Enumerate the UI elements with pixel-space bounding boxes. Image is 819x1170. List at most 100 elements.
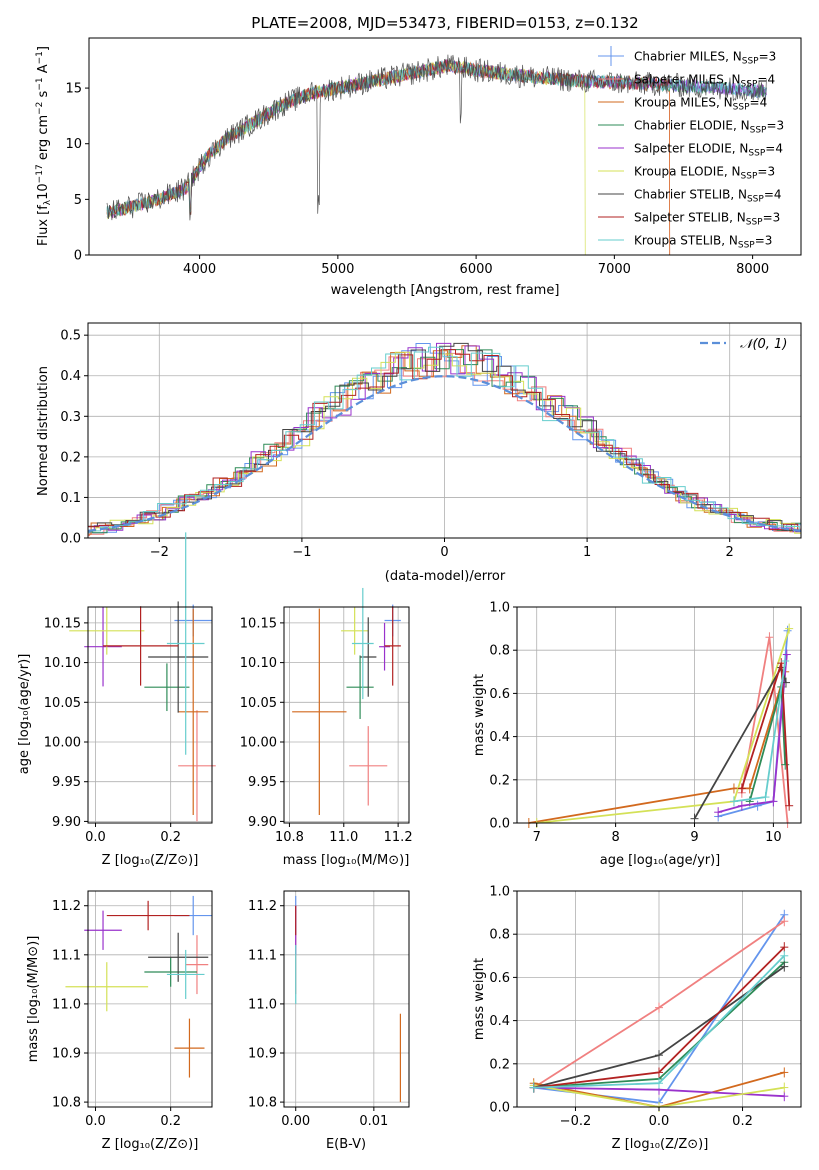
y-tick-label: 11.2	[248, 899, 277, 914]
y-tick-label: 10.00	[44, 736, 81, 751]
series-line-salpeter-elodie	[717, 654, 788, 814]
x-tick-label: 1	[583, 545, 591, 560]
x-tick-label: 7000	[598, 262, 631, 277]
x-tick-label: 8	[611, 830, 619, 845]
x-tick-label: 11.0	[329, 830, 358, 845]
residual-ticks: −2 −1 0 1 2 0.0 0.1 0.2 0.3 0.4 0.5	[60, 329, 734, 560]
legend-label: Kroupa ELODIE, NSSP=3	[634, 165, 775, 182]
axes-frame	[516, 606, 802, 824]
histogram-salpeter-stelib	[88, 349, 801, 531]
x-tick-label: 0.2	[160, 1114, 181, 1129]
x-tick-label: 11.2	[384, 830, 413, 845]
spectrum-panel: PLATE=2008, MJD=53473, FIBERID=0153, z=0…	[35, 14, 802, 298]
y-tick-label: 11.2	[52, 899, 81, 914]
spectrum-series	[106, 54, 767, 255]
y-tick-label: 0.2	[489, 773, 510, 788]
mass-weight-vs-age-xlabel: age [log₁₀(age/yr)]	[600, 853, 721, 868]
y-tick-label: 0.6	[489, 971, 510, 986]
x-tick-label: 9	[690, 830, 698, 845]
x-tick-label: −0.2	[560, 1114, 592, 1129]
x-tick-label: 0.2	[160, 830, 181, 845]
y-tick-label: 0.4	[489, 1014, 510, 1029]
x-tick-label: 0.01	[359, 1114, 388, 1129]
legend-label: Chabrier STELIB, NSSP=4	[634, 188, 782, 205]
y-tick-label: 10	[65, 137, 82, 152]
x-tick-label: 0	[440, 545, 448, 560]
histogram-salpeter-miles	[88, 352, 801, 537]
y-tick-label: 11.0	[248, 997, 277, 1012]
x-tick-label: 2	[726, 545, 734, 560]
x-tick-label: 8000	[736, 262, 769, 277]
histogram-kroupa-elodie	[88, 351, 801, 534]
y-tick-label: 11.0	[52, 997, 81, 1012]
residual-xlabel: (data-model)/error	[385, 569, 506, 584]
mass-weight-vs-z-ylabel: mass weight	[472, 958, 487, 1040]
spectrum-legend: Chabrier MILES, NSSP=3 Salpeter MILES, NS…	[598, 46, 784, 251]
spectrum-xlabel: wavelength [Angstrom, rest frame]	[331, 283, 560, 298]
x-tick-label: 7	[533, 830, 541, 845]
residual-panel: −2 −1 0 1 2 0.0 0.1 0.2 0.3 0.4 0.5 (data-model)/e…	[36, 322, 802, 584]
y-tick-label: 15	[65, 82, 82, 97]
y-tick-label: 10.9	[248, 1047, 277, 1062]
y-tick-label: 0.0	[489, 1101, 510, 1116]
y-tick-label: 10.15	[240, 616, 277, 631]
spectrum-axes-frame	[88, 37, 802, 256]
legend-label: Salpeter ELODIE, NSSP=4	[634, 142, 783, 159]
x-tick-label: 6000	[460, 262, 493, 277]
axes-frame	[283, 890, 410, 1108]
x-tick-label: 0.0	[85, 830, 106, 845]
age-vs-z-panel: 0.0 0.2 9.90 9.95 10.00 10.05 10.10 10.15	[44, 532, 216, 845]
residual-histograms	[88, 342, 801, 537]
spectrum-ticks: 4000 5000 6000 7000 8000 0 5 10 15	[65, 82, 769, 277]
spectrum-line-chabrier-stelib	[106, 54, 767, 221]
mass-weight-vs-z-panel: −0.2 0.0 0.2 0.0 0.2 0.4 0.6 0.8 1.0	[489, 885, 802, 1129]
spectrum-ylabel: Flux [fλ10−17 erg cm−2 s−1 A−1]	[35, 46, 53, 246]
axes-frame	[87, 890, 213, 1108]
y-tick-label: 0.0	[489, 817, 510, 832]
x-tick-label: 10.8	[275, 830, 304, 845]
y-tick-label: 10.10	[240, 656, 277, 671]
y-tick-label: 9.90	[52, 815, 81, 830]
mass-vs-ebv-xlabel: E(B-V)	[326, 1137, 366, 1152]
legend-label: Kroupa STELIB, NSSP=3	[634, 234, 772, 251]
age-vs-z-xlabel: Z [log₁₀(Z/Z⊙)]	[102, 853, 199, 868]
y-tick-label: 11.1	[248, 948, 277, 963]
legend-label: Chabrier MILES, NSSP=3	[634, 50, 776, 67]
mass-vs-z-ylabel: mass [log₁₀(M/M⊙)]	[26, 936, 41, 1063]
legend-label: Chabrier ELODIE, NSSP=3	[634, 119, 784, 136]
y-tick-label: 0.1	[60, 491, 81, 506]
age-vs-z-ylabel: age [log₁₀(age/yr)]	[17, 654, 32, 775]
normal-curve	[88, 375, 801, 532]
y-tick-label: 10.8	[52, 1096, 81, 1111]
spectrum-line-salpeter-stelib	[106, 59, 670, 219]
y-tick-label: 0.0	[60, 532, 81, 547]
mass-vs-z-panel: 0.0 0.2 10.8 10.9 11.0 11.1 11.2	[52, 890, 213, 1129]
histogram-chabrier-elodie	[88, 349, 801, 534]
legend-label: Salpeter MILES, NSSP=4	[634, 73, 775, 90]
y-tick-label: 10.05	[44, 696, 81, 711]
y-tick-label: 0.6	[489, 687, 510, 702]
y-tick-label: 0.8	[489, 644, 510, 659]
spectrum-title: PLATE=2008, MJD=53473, FIBERID=0153, z=0…	[251, 14, 638, 32]
y-tick-label: 10.00	[240, 736, 277, 751]
y-tick-label: 10.9	[52, 1047, 81, 1062]
y-tick-label: 10.8	[248, 1096, 277, 1111]
histogram-salpeter-elodie	[88, 342, 801, 533]
age-vs-mass-panel: 10.8 11.0 11.2 9.90 9.95 10.00 10.05 10.10 10.15	[240, 587, 413, 845]
y-tick-label: 10.10	[44, 656, 81, 671]
y-tick-label: 0.4	[60, 369, 81, 384]
y-tick-label: 5	[74, 193, 82, 208]
x-tick-label: 4000	[183, 262, 216, 277]
x-tick-label: 0.00	[281, 1114, 310, 1129]
y-tick-label: 11.1	[52, 948, 81, 963]
y-tick-label: 0.8	[489, 928, 510, 943]
y-tick-label: 10.05	[240, 696, 277, 711]
y-tick-label: 0.3	[60, 410, 81, 425]
mass-vs-z-xlabel: Z [log₁₀(Z/Z⊙)]	[102, 1137, 199, 1152]
x-tick-label: 0.2	[732, 1114, 753, 1129]
legend-label: Salpeter STELIB, NSSP=3	[634, 211, 780, 228]
histogram-kroupa-stelib	[88, 346, 801, 532]
mass-weight-vs-age-panel: 7 8 9 10 0.0 0.2 0.4 0.6 0.8 1.0	[489, 601, 802, 845]
y-tick-label: 1.0	[489, 885, 510, 900]
